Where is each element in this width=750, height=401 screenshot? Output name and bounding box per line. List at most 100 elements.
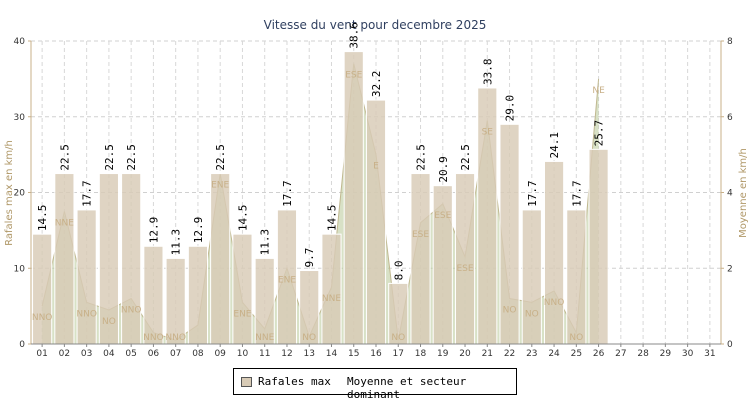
bar-20 xyxy=(454,173,476,345)
y2-tick-label: 0 xyxy=(727,340,733,350)
x-tick-label-11: 11 xyxy=(259,349,270,359)
direction-label-25: NO xyxy=(569,333,583,343)
x-tick-label-16: 16 xyxy=(370,349,382,359)
bar-value-label-17: 8.0 xyxy=(392,261,405,281)
bar-19 xyxy=(432,185,453,345)
direction-label-03: NNO xyxy=(76,309,97,319)
direction-label-23: NO xyxy=(525,309,539,319)
x-tick-label-26: 26 xyxy=(593,349,605,359)
bar-21 xyxy=(477,87,498,345)
bar-14 xyxy=(321,233,342,345)
x-tick-label-19: 19 xyxy=(437,349,449,359)
x-tick-label-06: 06 xyxy=(148,349,160,359)
bar-18 xyxy=(410,173,431,345)
y2-axis-label: Moyenne en km/h xyxy=(738,148,749,238)
x-tick-label-13: 13 xyxy=(303,349,314,359)
bar-value-label-11: 11.3 xyxy=(259,229,272,256)
x-tick-label-14: 14 xyxy=(326,349,338,359)
x-tick-label-10: 10 xyxy=(237,349,249,359)
y-tick-label: 30 xyxy=(14,113,26,123)
bar-value-label-21: 33.8 xyxy=(481,58,494,85)
bar-value-label-22: 29.0 xyxy=(504,95,517,122)
x-tick-label-01: 01 xyxy=(36,349,47,359)
bar-09 xyxy=(210,173,231,345)
bar-02 xyxy=(54,173,75,345)
bar-value-label-05: 22.5 xyxy=(125,144,138,171)
y-tick-label: 0 xyxy=(19,340,25,350)
direction-label-09: ENE xyxy=(211,181,229,191)
x-tick-label-09: 09 xyxy=(214,349,226,359)
x-tick-label-27: 27 xyxy=(615,349,626,359)
bar-value-label-03: 17.7 xyxy=(81,180,94,207)
bar-15 xyxy=(343,51,364,345)
direction-label-17: NO xyxy=(391,333,405,343)
bar-value-label-09: 22.5 xyxy=(214,144,227,171)
x-tick-label-02: 02 xyxy=(59,349,70,359)
y2-tick-label: 6 xyxy=(727,113,733,123)
bar-06 xyxy=(143,245,164,345)
direction-label-18: ESE xyxy=(412,230,429,240)
bar-value-label-12: 17.7 xyxy=(281,180,294,207)
direction-label-13: NO xyxy=(302,333,316,343)
y2-tick-label: 4 xyxy=(727,189,733,199)
legend-label-average: Moyenne et secteur dominant xyxy=(347,375,467,401)
bars-layer xyxy=(32,51,609,345)
bar-value-label-10: 14.5 xyxy=(236,205,249,232)
direction-label-10: ENE xyxy=(233,309,251,319)
legend-label-gusts: Rafales max xyxy=(258,375,331,388)
y-tick-label: 20 xyxy=(14,189,26,199)
x-tick-label-28: 28 xyxy=(637,349,649,359)
x-tick-label-07: 07 xyxy=(170,349,181,359)
bar-01 xyxy=(32,233,53,345)
x-tick-label-04: 04 xyxy=(103,349,115,359)
direction-label-24: NNO xyxy=(544,298,565,308)
direction-label-04: NO xyxy=(102,317,116,327)
bar-value-label-15: 38.6 xyxy=(348,22,361,49)
bar-value-label-14: 14.5 xyxy=(325,205,338,232)
y2-tick-label: 2 xyxy=(727,264,733,274)
bar-03 xyxy=(76,209,97,345)
chart-title: Vitesse du vent pour decembre 2025 xyxy=(264,18,487,32)
x-tick-label-12: 12 xyxy=(281,349,292,359)
bar-05 xyxy=(121,173,142,345)
direction-label-05: NNO xyxy=(121,306,142,316)
bar-value-label-23: 17.7 xyxy=(526,180,539,207)
bar-value-label-16: 32.2 xyxy=(370,71,383,98)
direction-label-06: NNO xyxy=(143,333,164,343)
direction-label-16: E xyxy=(373,162,379,172)
direction-label-21: SE xyxy=(482,128,494,138)
bar-24 xyxy=(543,160,565,345)
direction-label-14: NNE xyxy=(322,294,341,304)
x-tick-label-23: 23 xyxy=(526,349,537,359)
bar-value-label-06: 12.9 xyxy=(147,217,160,244)
x-tick-label-17: 17 xyxy=(393,349,404,359)
x-tick-label-29: 29 xyxy=(660,349,672,359)
y2-tick-label: 8 xyxy=(727,37,733,47)
bar-25 xyxy=(566,209,587,345)
value-labels-layer: 14.5 22.5 17.7 22.5 22.5 12.9 11.3 12.9 22.5 14.5… xyxy=(36,22,605,280)
bar-value-label-07: 11.3 xyxy=(170,229,183,256)
x-tick-label-25: 25 xyxy=(571,349,582,359)
legend-swatch-gusts xyxy=(241,377,252,387)
bar-value-label-19: 20.9 xyxy=(437,156,450,183)
x-tick-label-18: 18 xyxy=(415,349,427,359)
direction-label-07: NNO xyxy=(165,333,186,343)
x-tick-label-20: 20 xyxy=(459,349,471,359)
x-tick-label-31: 31 xyxy=(704,349,715,359)
x-tick-label-22: 22 xyxy=(504,349,515,359)
bar-value-label-02: 22.5 xyxy=(58,144,71,171)
direction-label-15: ESE xyxy=(345,71,362,81)
bar-value-label-04: 22.5 xyxy=(103,144,116,171)
bar-26 xyxy=(588,148,609,345)
x-tick-label-05: 05 xyxy=(125,349,136,359)
legend: Rafales max Moyenne et secteur dominant xyxy=(233,368,517,401)
bar-value-label-25: 17.7 xyxy=(570,180,583,207)
direction-label-20: ESE xyxy=(456,264,473,274)
direction-label-22: NO xyxy=(503,306,517,316)
direction-label-19: ESE xyxy=(434,211,451,221)
x-tick-label-30: 30 xyxy=(682,349,694,359)
bar-16 xyxy=(365,99,387,345)
direction-label-26: NE xyxy=(592,86,605,96)
